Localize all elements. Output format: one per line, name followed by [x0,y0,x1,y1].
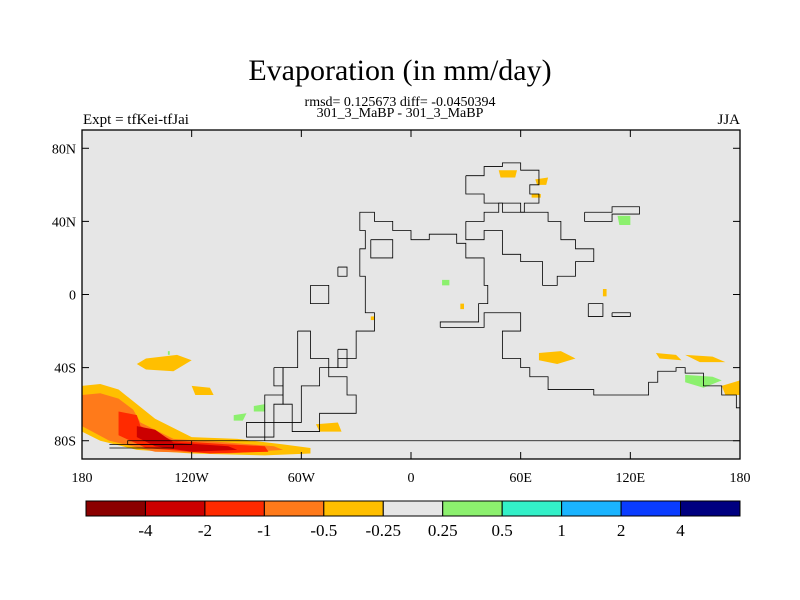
contour-region-australia-sw-patch [655,352,682,361]
y-tick-label: 80S [54,435,76,450]
contour-region-tasman-patch [685,354,726,363]
coastline-12 [109,443,174,449]
x-tick-label: 180 [72,471,93,486]
colorbar-box [680,500,741,517]
colorbar-label: -0.5 [310,521,337,540]
contour-region-ural-patch [535,177,549,185]
chart-subtitle: 301_3_MaBP - 301_3_MaBP [316,106,484,121]
colorbar-box [382,500,444,517]
contour-region-madagascar-patch [602,289,607,297]
colorbar-box [144,500,206,517]
contour-region-greenland-green [617,215,631,226]
colorbar: -4 -2 -1 -0.5 -0.25 0.25 0.5 1 2 4 [85,500,741,540]
colorbar-label: 1 [557,521,566,540]
contour-region-africa-small-patch [460,303,465,310]
contour-region-siberia-patch [531,193,541,198]
colorbar-box [501,500,563,517]
coastline-11 [611,312,631,317]
coastline-0 [127,211,741,445]
y-axis: 80N 40N 0 40S 80S [52,142,740,450]
x-tick-label: 60W [288,471,316,486]
contour-region-africa-green [442,279,450,286]
plot-background [82,130,740,459]
stats-line: rmsd= 0.125673 diff= -0.0450394 [304,95,496,110]
colorbar-label: -2 [198,521,212,540]
contour-region-europe-patch [498,170,518,178]
season-label: JJA [717,112,740,128]
contour-region-south-pacific-patch [721,380,740,396]
y-tick-label: 40S [54,362,76,377]
x-tick-label: 0 [408,471,415,486]
coastline-3 [337,348,348,369]
chart-title: Evaporation (in mm/day) [248,54,552,87]
y-tick-label: 80N [52,142,76,157]
colorbar-box [561,500,622,517]
colorbar-label: -1 [257,521,271,540]
x-tick-label: 120W [175,471,210,486]
experiment-label: Expt = tfKei-tfJai [83,112,189,128]
coastline-7 [584,206,640,222]
colorbar-label: 4 [676,521,685,540]
coastline-5 [465,162,540,213]
coastlines [109,162,741,449]
x-tick-label: 60E [509,471,532,486]
x-tick-label: 120E [616,471,646,486]
colorbar-box [204,500,265,517]
colorbar-box [442,500,503,517]
coastline-9 [337,266,348,277]
colorbar-label: 0.5 [492,521,513,540]
colorbar-label: -0.25 [366,521,401,540]
contour-region-tiny-green [167,351,170,355]
colorbar-label: -4 [138,521,153,540]
y-tick-label: 40N [52,215,76,230]
colorbar-box [620,500,682,517]
colorbar-label: 2 [617,521,626,540]
contour-region-southern-ocean-deep [136,426,238,452]
contour-region-pacific-patch-50s [191,385,214,396]
contour-region-atlantic-green-1 [233,413,247,421]
coastline-4 [310,284,330,305]
x-axis: 180 120W 60W 0 60E 120E 180 [72,130,751,486]
colorbar-label: 0.25 [428,521,458,540]
coastline-8 [370,239,394,259]
x-tick-label: 180 [730,471,751,486]
colorbar-box [323,500,384,517]
contour-region-atlantic-green-2 [253,404,265,412]
colorbar-box [263,500,325,517]
contour-region-indian-ocean-patch [538,351,576,364]
colorbar-box [85,500,146,517]
contour-region-atlantic-patch-70s [315,422,342,432]
filled-contours [82,170,740,456]
coastline-2 [246,367,284,438]
contour-region-pacific-patch-35s [136,354,192,372]
coastline-6 [465,202,595,286]
coastline-10 [587,303,604,317]
y-tick-label: 0 [69,289,76,304]
contour-region-pacific-tiny-patch [370,316,375,321]
